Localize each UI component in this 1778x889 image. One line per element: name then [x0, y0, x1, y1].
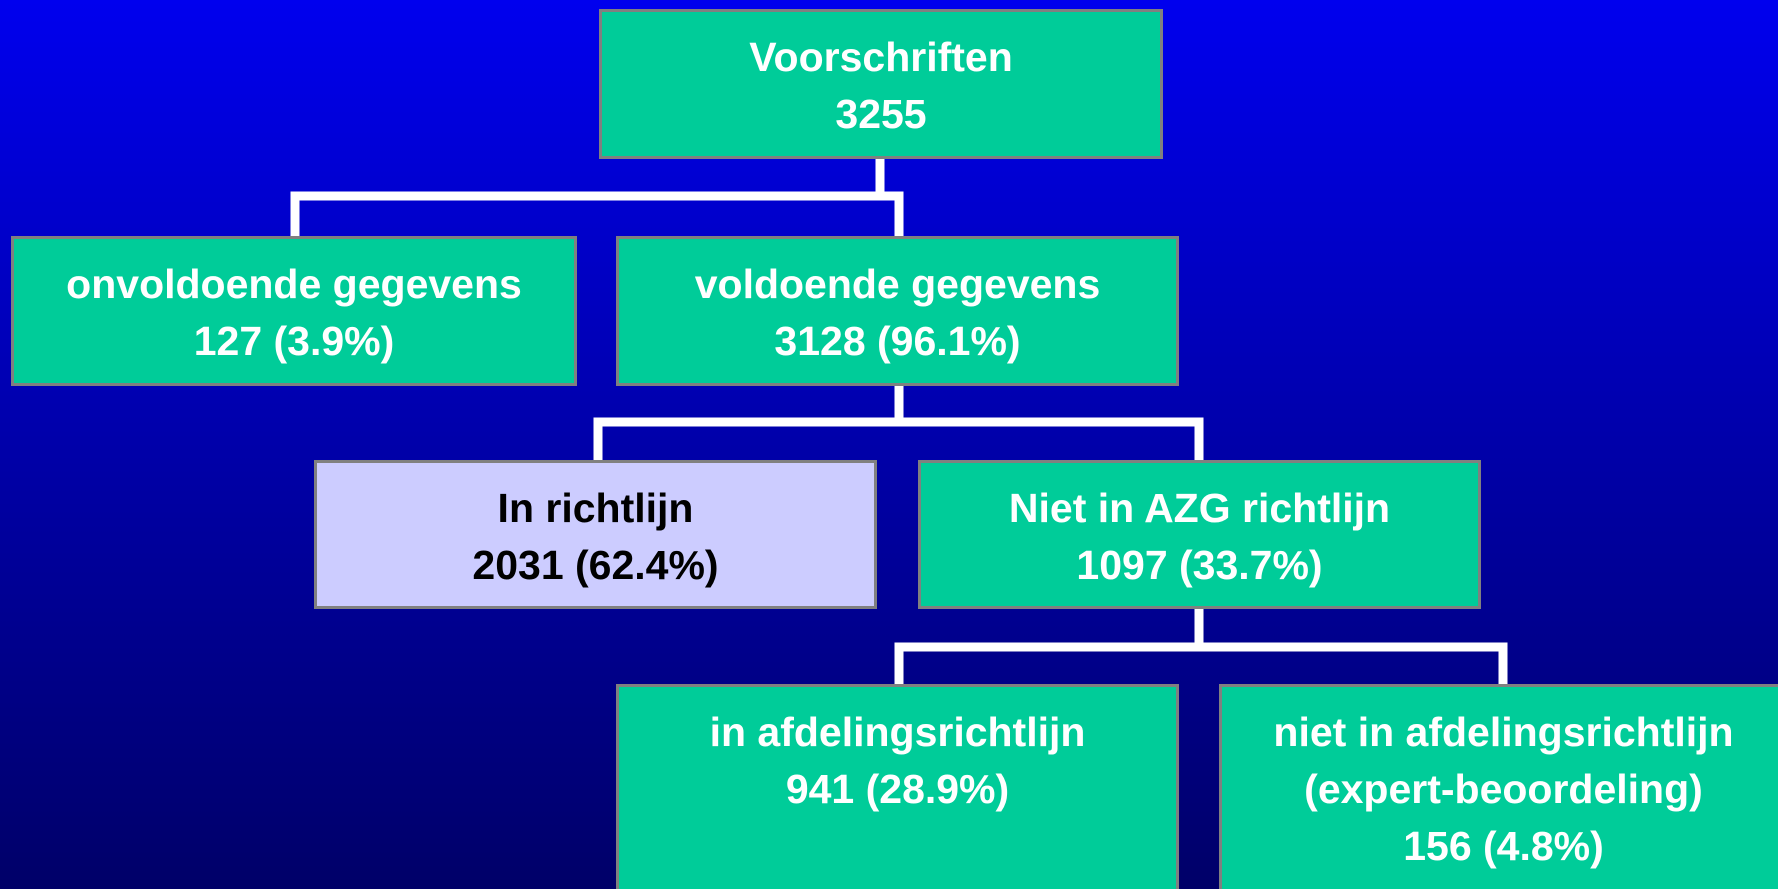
node-text: In richtlijn: [497, 485, 694, 531]
node: voldoende gegevens 3128 (96.1%): [616, 236, 1179, 386]
node: In richtlijn 2031 (62.4%): [314, 460, 877, 609]
node-text: Niet in AZG richtlijn: [1008, 485, 1391, 531]
connector: [290, 191, 904, 236]
node: niet in afdelingsrichtlijn (expert-beoord…: [1219, 684, 1778, 889]
node-text: 127 (3.9%): [193, 318, 395, 364]
node-text: (expert-beoordeling): [1304, 766, 1703, 812]
node-text: niet in afdelingsrichtlijn: [1273, 709, 1734, 755]
connector: [894, 642, 1508, 684]
node-text: 1097 (33.7%): [1076, 542, 1323, 588]
node: onvoldoende gegevens 127 (3.9%): [11, 236, 577, 386]
node-text: voldoende gegevens: [694, 261, 1101, 307]
node-text: Voorschriften: [749, 34, 1013, 80]
node: in afdelingsrichtlijn 941 (28.9%): [616, 684, 1179, 889]
node-text: 2031 (62.4%): [472, 542, 719, 588]
node-text: in afdelingsrichtlijn: [709, 709, 1086, 755]
node-text: 3255: [835, 91, 927, 137]
node: Niet in AZG richtlijn 1097 (33.7%): [918, 460, 1481, 609]
node-text: 156 (4.8%): [1403, 823, 1604, 869]
node-text: 3128 (96.1%): [774, 318, 1021, 364]
node-text: onvoldoende gegevens: [66, 261, 522, 307]
node-text: 941 (28.9%): [785, 766, 1010, 812]
node: Voorschriften 3255: [599, 9, 1163, 159]
connector: [593, 417, 1204, 460]
